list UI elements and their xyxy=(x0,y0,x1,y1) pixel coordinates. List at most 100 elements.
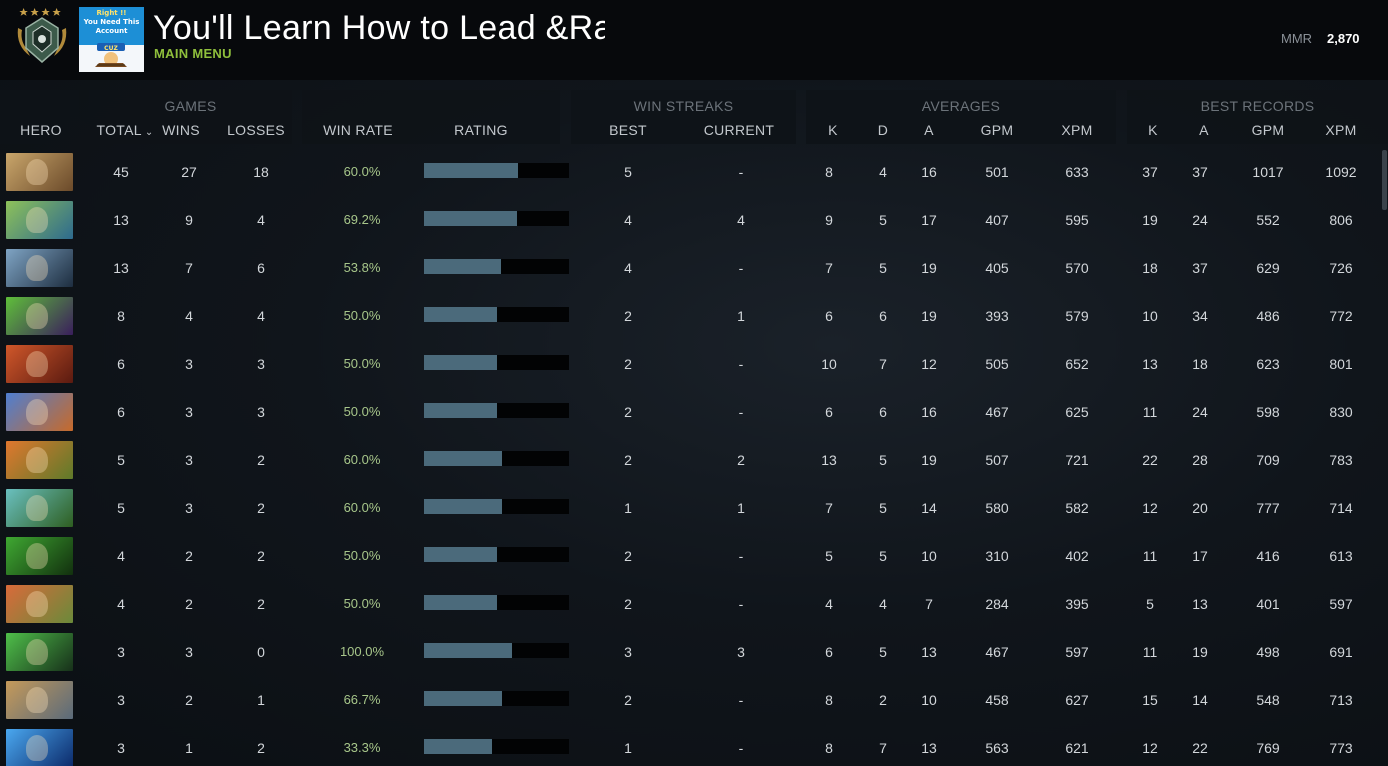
cell-gpm: 505 xyxy=(985,356,1009,372)
profile-name: You'll Learn How to Lead &Ra xyxy=(153,9,605,47)
cell-xpm: 625 xyxy=(1065,404,1089,420)
col-avg-deaths[interactable]: D xyxy=(877,122,889,138)
col-win-rate[interactable]: WIN RATE xyxy=(323,122,393,138)
cell-losses: 2 xyxy=(257,452,265,468)
rating-bar xyxy=(424,451,569,466)
rating-bar-fill xyxy=(424,691,502,706)
cell-win-rate: 60.0% xyxy=(343,164,381,179)
hero-portrait-icon[interactable] xyxy=(6,681,73,719)
rating-bar xyxy=(424,307,569,322)
cell-current: - xyxy=(738,740,744,756)
rating-bar xyxy=(424,211,569,226)
hero-portrait-icon[interactable] xyxy=(6,585,73,623)
cell-win-rate: 69.2% xyxy=(343,212,381,227)
cell-d: 4 xyxy=(879,164,887,180)
table-row[interactable]: 45 27 18 60.0% 5 - 8 4 16 501 633 37 37 1017 1092 xyxy=(0,148,1388,196)
hero-portrait-icon[interactable] xyxy=(6,537,73,575)
best-records-group-title: BEST RECORDS xyxy=(1200,98,1315,114)
col-rating[interactable]: RATING xyxy=(454,122,508,138)
avatar[interactable]: Right !! You Need This Account CUZ xyxy=(79,7,144,72)
table-row[interactable]: 4 2 2 50.0% 2 - 5 5 10 310 402 11 17 416 613 xyxy=(0,532,1388,580)
col-best-streak[interactable]: BEST xyxy=(609,122,647,138)
cell-best: 2 xyxy=(624,692,632,708)
cell-d: 5 xyxy=(879,212,887,228)
col-best-xpm[interactable]: XPM xyxy=(1325,122,1357,138)
cell-d: 5 xyxy=(879,452,887,468)
cell-bgpm: 416 xyxy=(1256,548,1280,564)
cell-total: 13 xyxy=(113,260,129,276)
cell-wins: 1 xyxy=(185,740,193,756)
col-wins[interactable]: WINS xyxy=(162,122,200,138)
col-total[interactable]: TOTAL ⌄ xyxy=(92,122,158,138)
col-avg-kills[interactable]: K xyxy=(828,122,838,138)
table-row[interactable]: 13 9 4 69.2% 4 4 9 5 17 407 595 19 24 552 806 xyxy=(0,196,1388,244)
hero-portrait-icon[interactable] xyxy=(6,441,73,479)
cell-best: 1 xyxy=(624,500,632,516)
cell-bgpm: 709 xyxy=(1256,452,1280,468)
hero-portrait-icon[interactable] xyxy=(6,249,73,287)
cell-bgpm: 777 xyxy=(1256,500,1280,516)
col-avg-gpm[interactable]: GPM xyxy=(980,122,1014,138)
hero-portrait-icon[interactable] xyxy=(6,345,73,383)
rank-medal-icon[interactable] xyxy=(14,8,70,68)
scrollbar-thumb[interactable] xyxy=(1382,150,1387,210)
cell-gpm: 310 xyxy=(985,548,1009,564)
cell-a: 13 xyxy=(921,644,937,660)
col-total-label: TOTAL xyxy=(96,122,142,138)
cell-a: 16 xyxy=(921,164,937,180)
cell-xpm: 395 xyxy=(1065,596,1089,612)
col-best-assists[interactable]: A xyxy=(1199,122,1209,138)
table-row[interactable]: 5 3 2 60.0% 2 2 13 5 19 507 721 22 28 709 783 xyxy=(0,436,1388,484)
hero-portrait-icon[interactable] xyxy=(6,297,73,335)
cell-ba: 22 xyxy=(1192,740,1208,756)
cell-xpm: 621 xyxy=(1065,740,1089,756)
table-row[interactable]: 4 2 2 50.0% 2 - 4 4 7 284 395 5 13 401 597 xyxy=(0,580,1388,628)
hero-portrait-icon[interactable] xyxy=(6,153,73,191)
col-best-gpm[interactable]: GPM xyxy=(1251,122,1285,138)
table-row[interactable]: 3 3 0 100.0% 3 3 6 5 13 467 597 11 19 498 691 xyxy=(0,628,1388,676)
cell-bgpm: 401 xyxy=(1256,596,1280,612)
cell-total: 13 xyxy=(113,212,129,228)
table-row[interactable]: 5 3 2 60.0% 1 1 7 5 14 580 582 12 20 777 714 xyxy=(0,484,1388,532)
cell-xpm: 627 xyxy=(1065,692,1089,708)
hero-portrait-icon[interactable] xyxy=(6,393,73,431)
hero-portrait-icon[interactable] xyxy=(6,489,73,527)
col-avg-assists[interactable]: A xyxy=(924,122,934,138)
cell-k: 13 xyxy=(821,452,837,468)
table-row[interactable]: 3 2 1 66.7% 2 - 8 2 10 458 627 15 14 548 713 xyxy=(0,676,1388,724)
cell-ba: 28 xyxy=(1192,452,1208,468)
cell-losses: 2 xyxy=(257,500,265,516)
rating-bar xyxy=(424,691,569,706)
cell-best: 4 xyxy=(624,260,632,276)
rating-bar-fill xyxy=(424,355,497,370)
games-group-title: GAMES xyxy=(164,98,217,114)
cell-ba: 24 xyxy=(1192,404,1208,420)
table-row[interactable]: 6 3 3 50.0% 2 - 10 7 12 505 652 13 18 623 801 xyxy=(0,340,1388,388)
cell-total: 6 xyxy=(117,356,125,372)
cell-losses: 3 xyxy=(257,356,265,372)
cell-current: - xyxy=(738,404,744,420)
cell-ba: 19 xyxy=(1192,644,1208,660)
cell-xpm: 721 xyxy=(1065,452,1089,468)
col-losses[interactable]: LOSSES xyxy=(227,122,285,138)
hero-portrait-icon[interactable] xyxy=(6,729,73,766)
table-row[interactable]: 6 3 3 50.0% 2 - 6 6 16 467 625 11 24 598 830 xyxy=(0,388,1388,436)
main-menu-link[interactable]: MAIN MENU xyxy=(154,46,232,61)
cell-total: 3 xyxy=(117,644,125,660)
col-best-kills[interactable]: K xyxy=(1148,122,1158,138)
table-row[interactable]: 3 1 2 33.3% 1-8 7 13 563 621 12 22 769 773 xyxy=(0,724,1388,766)
cell-d: 5 xyxy=(879,500,887,516)
hero-portrait-icon[interactable] xyxy=(6,201,73,239)
table-row[interactable]: 8 4 4 50.0% 2 1 6 6 19 393 579 10 34 486 772 xyxy=(0,292,1388,340)
cell-bk: 18 xyxy=(1142,260,1158,276)
col-avg-xpm[interactable]: XPM xyxy=(1061,122,1093,138)
cell-gpm: 393 xyxy=(985,308,1009,324)
col-current-streak[interactable]: CURRENT xyxy=(703,122,775,138)
cell-d: 7 xyxy=(879,740,887,756)
cell-a: 10 xyxy=(921,548,937,564)
hero-portrait-icon[interactable] xyxy=(6,633,73,671)
cell-k: 10 xyxy=(821,356,837,372)
table-row[interactable]: 13 7 6 53.8% 4 - 7 5 19 405 570 18 37 629 726 xyxy=(0,244,1388,292)
col-hero[interactable]: HERO xyxy=(20,122,62,138)
mmr-label: MMR xyxy=(1281,31,1313,46)
